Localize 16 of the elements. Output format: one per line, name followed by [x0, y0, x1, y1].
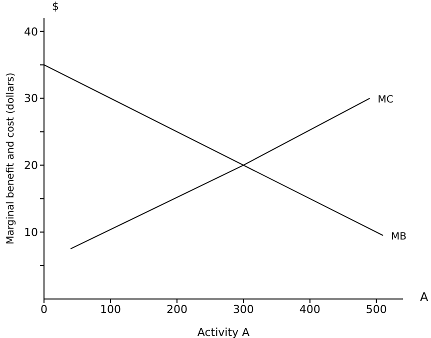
y-axis-title: Marginal benefit and cost (dollars)	[6, 72, 17, 244]
x-tick-label: 500	[366, 302, 387, 316]
x-tick-label: 200	[166, 302, 188, 316]
y-tick-label: 30	[24, 92, 38, 106]
series-label: MC	[378, 94, 394, 106]
x-tick-label: 400	[299, 302, 320, 316]
x-tick-label: 300	[232, 302, 254, 316]
x-axis-title: Activity A	[197, 326, 250, 338]
x-tick-label: 0	[40, 302, 48, 316]
x-tick-label: 100	[100, 302, 121, 316]
y-tick-label: 40	[24, 25, 38, 38]
text: $	[52, 0, 59, 13]
y-tick-label: 10	[24, 226, 38, 239]
y-tick-label: 20	[24, 159, 38, 172]
series-label: MB	[391, 231, 407, 242]
text: A	[420, 290, 428, 304]
